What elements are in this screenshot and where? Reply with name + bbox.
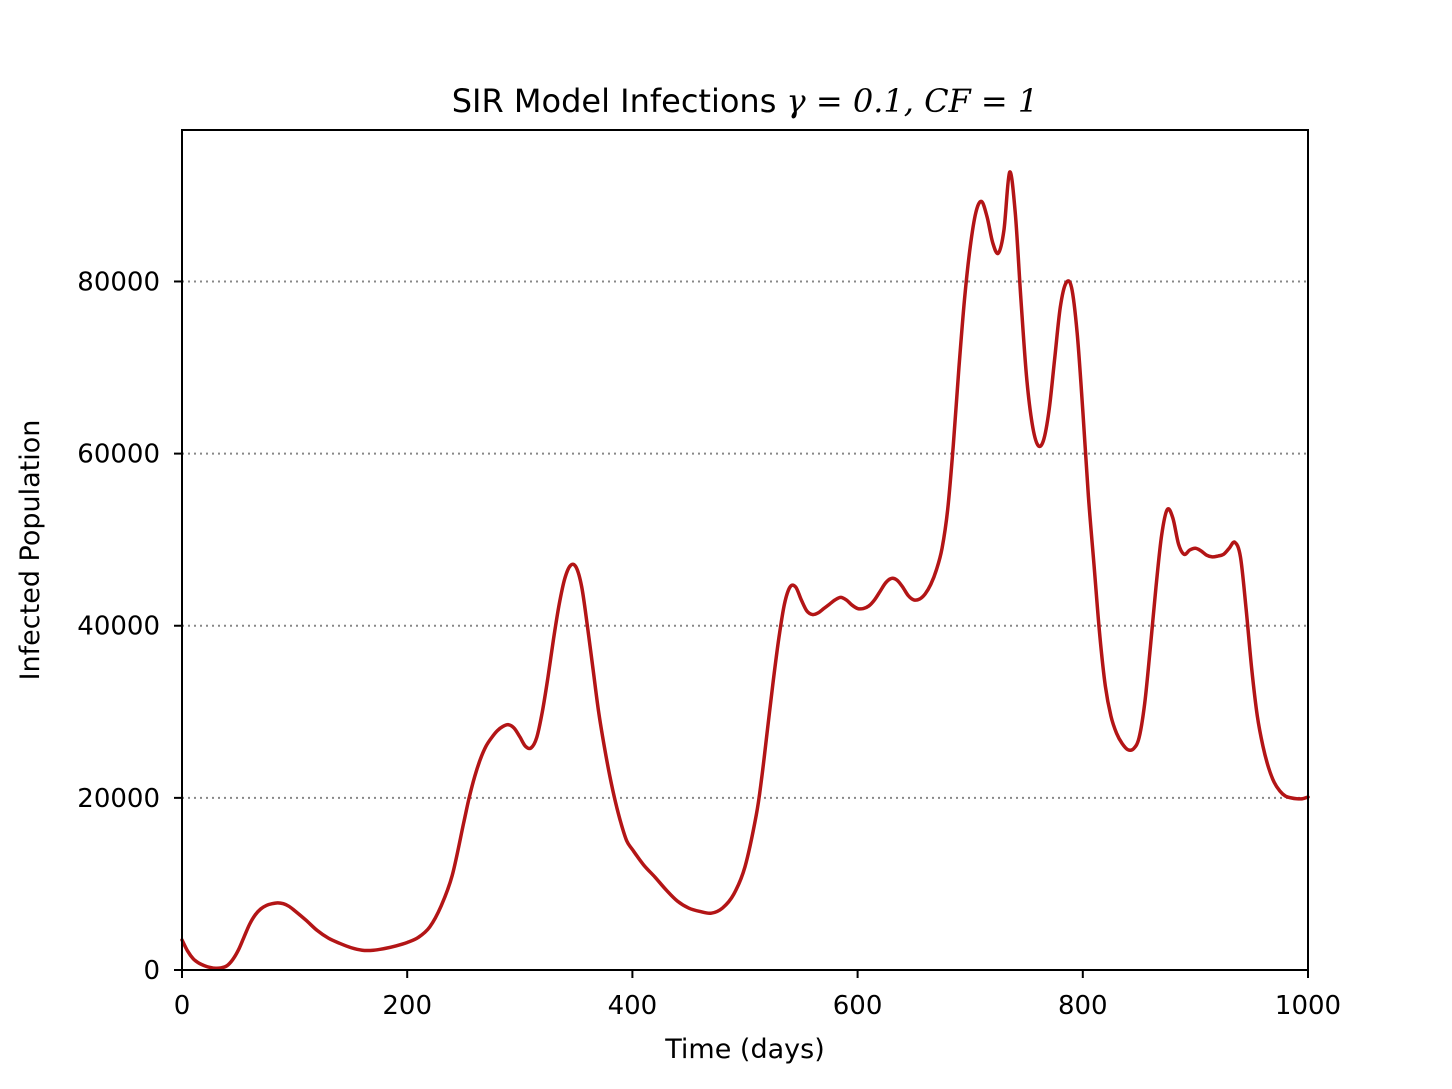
grid-lines <box>182 280 1308 799</box>
x-tick-label-0: 0 <box>174 991 191 1021</box>
y-tick-label-4: 80000 <box>77 267 160 297</box>
y-tick-label-1: 20000 <box>77 784 160 814</box>
plot-frame <box>181 129 1309 971</box>
x-axis-ticks: 0 200 400 600 800 1000 <box>174 970 1341 1021</box>
x-tick-label-3: 600 <box>833 991 883 1021</box>
chart-title: SIR Model Infections γ = 0.1, CF = 1 <box>452 82 1039 120</box>
series-layer <box>180 170 1310 971</box>
y-tick-label-0: 0 <box>143 956 160 986</box>
y-tick-label-3: 60000 <box>77 440 160 470</box>
series-line-0 <box>180 170 1310 971</box>
x-tick-label-2: 400 <box>608 991 658 1021</box>
y-axis-label: Infected Population <box>15 420 46 681</box>
x-tick-label-1: 200 <box>382 991 432 1021</box>
x-axis-label: Time (days) <box>664 1034 824 1065</box>
y-axis-ticks: 0 20000 40000 60000 80000 <box>77 267 182 986</box>
x-tick-label-4: 800 <box>1058 991 1108 1021</box>
chart-title-math: γ = 0.1, CF = 1 <box>787 82 1039 120</box>
chart-title-text: SIR Model Infections <box>452 82 787 120</box>
y-tick-label-2: 40000 <box>77 612 160 642</box>
x-tick-label-5: 1000 <box>1275 991 1341 1021</box>
